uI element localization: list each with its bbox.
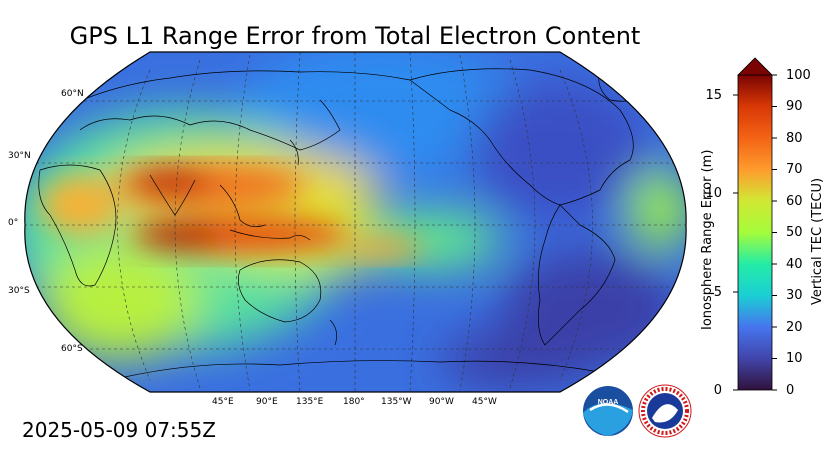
lat-label-30s: 30°S (8, 286, 30, 296)
lat-label-60s: 60°S (61, 344, 83, 354)
lon-label-45w: 45°W (472, 397, 497, 407)
noaa-logo: NOAA (583, 386, 633, 436)
range-error-tick: 15 (705, 88, 722, 103)
map-title: GPS L1 Range Error from Total Electron C… (69, 22, 641, 50)
colorbar-extend-arrow (737, 57, 773, 76)
colorbar-tec-label: Vertical TEC (TECU) (810, 177, 825, 305)
tec-tick: 20 (786, 320, 803, 335)
tec-tick: 10 (786, 351, 803, 366)
colorbar-body (737, 74, 773, 391)
tec-field (24, 52, 687, 392)
lon-label-90e: 90°E (256, 397, 278, 407)
tec-tick: 100 (786, 68, 811, 83)
lon-label-45e: 45°E (212, 397, 234, 407)
colorbar (733, 57, 777, 391)
lat-label-60n: 60°N (61, 89, 84, 99)
tec-tick: 70 (786, 162, 803, 177)
lon-label-135w: 135°W (381, 397, 412, 407)
tec-tick: 0 (786, 383, 795, 398)
tec-tick: 60 (786, 194, 803, 209)
lon-label-180: 180° (343, 397, 365, 407)
tec-tick: 40 (786, 257, 803, 272)
lat-label-30n: 30°N (8, 151, 31, 161)
lon-label-135e: 135°E (296, 397, 324, 407)
range-error-tick: 0 (713, 383, 722, 398)
range-error-tick: 5 (713, 285, 722, 300)
tec-tick: 80 (786, 131, 803, 146)
tec-tick: 50 (786, 225, 803, 240)
coastlines (38, 68, 651, 379)
colorbar-range-error-label: Ionosphere Range Error (m) (700, 149, 715, 330)
tec-tick: 90 (786, 99, 803, 114)
graticule (24, 52, 687, 392)
range-error-tick: 10 (705, 186, 722, 201)
svg-text:NOAA: NOAA (598, 399, 619, 406)
tec-tick: 30 (786, 288, 803, 303)
nws-logo (638, 384, 692, 438)
lon-label-90w: 90°W (429, 397, 454, 407)
lat-label-0: 0° (8, 218, 19, 228)
timestamp: 2025-05-09 07:55Z (22, 418, 216, 442)
globe-outline (24, 51, 687, 393)
